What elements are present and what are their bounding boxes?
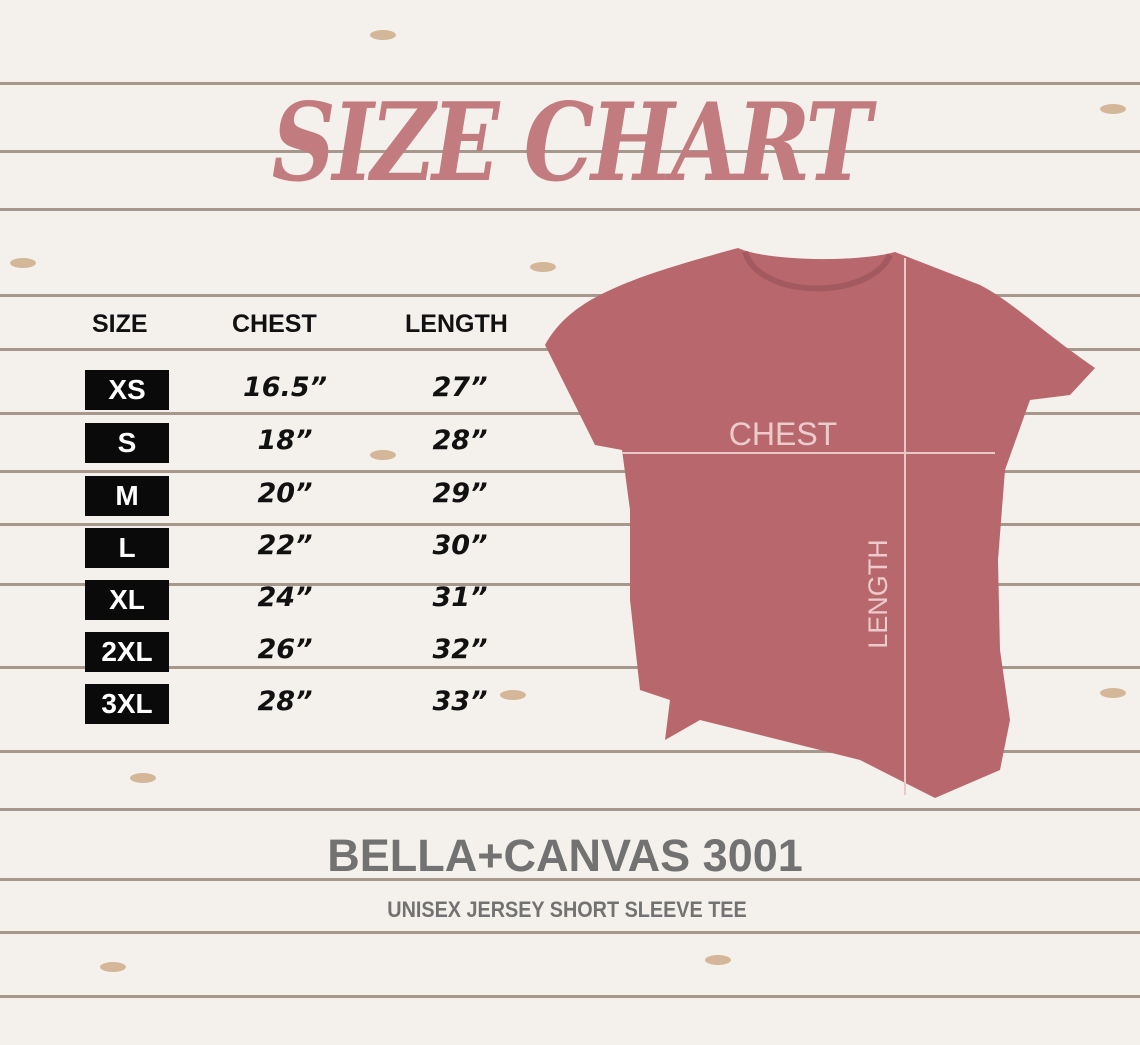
chest-label: CHEST xyxy=(729,416,837,452)
plank-line xyxy=(0,82,1140,85)
brand-name: BELLA+CANVAS 3001 xyxy=(327,830,803,881)
header-size: SIZE xyxy=(92,310,148,338)
size-badge: 2XL xyxy=(85,632,169,672)
size-badge: XL xyxy=(85,580,169,620)
wood-knot xyxy=(370,30,396,40)
plank-line xyxy=(0,995,1140,998)
collar xyxy=(742,250,893,292)
length-value: 28” xyxy=(432,425,488,456)
chest-value: 26” xyxy=(257,634,313,665)
wood-knot xyxy=(10,258,36,268)
product-subtitle: UNISEX JERSEY SHORT SLEEVE TEE xyxy=(387,897,747,922)
header-chest: CHEST xyxy=(232,310,317,338)
header-length: LENGTH xyxy=(405,310,508,338)
wood-knot xyxy=(1100,688,1126,698)
tshirt-shape xyxy=(545,248,1095,798)
chest-value: 16.5” xyxy=(242,372,327,403)
size-badge: S xyxy=(85,423,169,463)
length-value: 31” xyxy=(432,582,488,613)
plank-line xyxy=(0,208,1140,211)
wood-knot xyxy=(500,690,526,700)
length-value: 32” xyxy=(432,634,488,665)
plank-line xyxy=(0,294,1140,297)
plank-line xyxy=(0,412,1140,415)
plank-line xyxy=(0,931,1140,934)
size-badge: M xyxy=(85,476,169,516)
wood-knot xyxy=(530,262,556,272)
plank-line xyxy=(0,523,1140,526)
wood-knot xyxy=(130,773,156,783)
chest-value: 20” xyxy=(257,478,313,509)
chest-value: 24” xyxy=(257,582,313,613)
chest-value: 28” xyxy=(257,686,313,717)
wood-knot xyxy=(705,955,731,965)
plank-line xyxy=(0,470,1140,473)
chest-value: 22” xyxy=(257,530,313,561)
length-label: LENGTH xyxy=(863,539,893,649)
size-badge: XS xyxy=(85,370,169,410)
wood-knot xyxy=(100,962,126,972)
plank-line xyxy=(0,666,1140,669)
plank-line xyxy=(0,150,1140,153)
wood-knot xyxy=(1100,104,1126,114)
size-badge: 3XL xyxy=(85,684,169,724)
plank-line xyxy=(0,808,1140,811)
length-value: 29” xyxy=(432,478,488,509)
chest-value: 18” xyxy=(257,425,313,456)
plank-line xyxy=(0,878,1140,881)
size-badge: L xyxy=(85,528,169,568)
plank-line xyxy=(0,750,1140,753)
length-value: 27” xyxy=(432,372,488,403)
length-value: 33” xyxy=(432,686,488,717)
wood-knot xyxy=(370,450,396,460)
plank-line xyxy=(0,583,1140,586)
length-value: 30” xyxy=(432,530,488,561)
page-title: SIZE CHART xyxy=(271,80,872,206)
